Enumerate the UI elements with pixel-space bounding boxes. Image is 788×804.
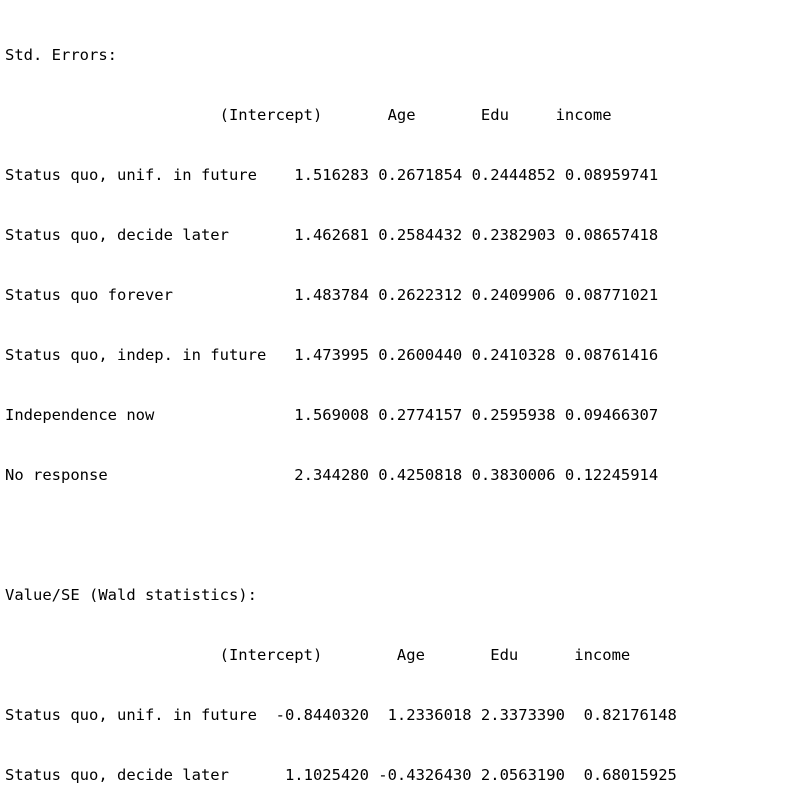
se-row: No response 2.344280 0.4250818 0.3830006…: [5, 466, 659, 484]
wald-row: Status quo, decide later 1.1025420 -0.43…: [5, 766, 677, 784]
r-console-output: Std. Errors: (Intercept) Age Edu income …: [5, 5, 785, 804]
wald-column-header: (Intercept) Age Edu income: [5, 646, 631, 664]
se-row: Status quo, decide later 1.462681 0.2584…: [5, 226, 659, 244]
se-column-header: (Intercept) Age Edu income: [5, 106, 612, 124]
se-row: Status quo, indep. in future 1.473995 0.…: [5, 346, 659, 364]
se-row: Status quo, unif. in future 1.516283 0.2…: [5, 166, 659, 184]
se-row: Independence now 1.569008 0.2774157 0.25…: [5, 406, 659, 424]
wald-heading: Value/SE (Wald statistics):: [5, 586, 257, 604]
se-row: Status quo forever 1.483784 0.2622312 0.…: [5, 286, 659, 304]
se-heading: Std. Errors:: [5, 46, 117, 64]
wald-row: Status quo, unif. in future -0.8440320 1…: [5, 706, 677, 724]
blank-line: [5, 525, 785, 545]
